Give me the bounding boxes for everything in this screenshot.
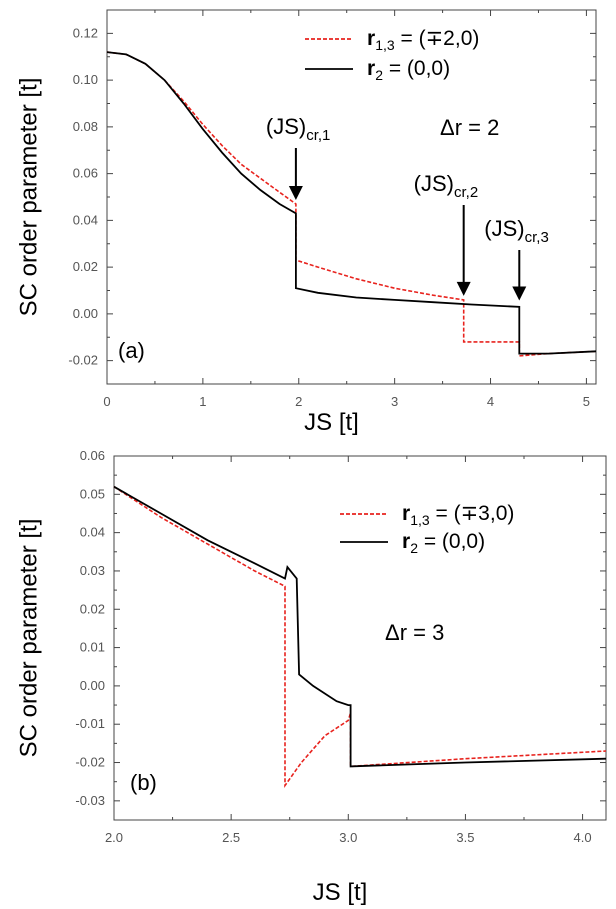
x-tick-label: 3.5 (456, 830, 474, 845)
y-tick-label: 0.02 (73, 259, 98, 274)
y-axis-title: SC order parameter [t] (15, 78, 42, 317)
y-tick-label: 0.05 (80, 486, 105, 501)
x-tick-label: 2.5 (222, 830, 240, 845)
legend-entry: r2 = (0,0) (402, 530, 485, 556)
y-axis-title: SC order parameter [t] (15, 519, 42, 758)
series-line-r2 (106, 51, 597, 355)
series-line-r13 (106, 51, 597, 357)
y-tick-label: 0.01 (80, 640, 105, 655)
chart-panel-b: -0.03 -0.02 -0.01 0.00 0.01 0.02 0.03 0.04 0.05 0… (15, 448, 607, 906)
x-tick-label: 0 (103, 394, 110, 409)
y-tick-label: 0.03 (80, 563, 105, 578)
y-tick-label: 0.06 (80, 448, 105, 463)
legend-entry: r1,3 = (∓3,0) (402, 502, 514, 528)
x-tick-label: 1 (199, 394, 206, 409)
annotation-arrow-head (288, 186, 303, 201)
y-tick-label: 0.10 (73, 72, 98, 87)
panel-label: (b) (130, 770, 157, 795)
series-line-r13 (113, 486, 607, 788)
annotation-arrow-head (456, 281, 471, 296)
y-tick-label: 0.04 (80, 525, 105, 540)
panel-label: (a) (118, 338, 145, 363)
plot-frame (113, 455, 607, 821)
x-tick-label: 3.0 (339, 830, 357, 845)
x-axis-title: JS [t] (304, 409, 359, 436)
legend-entry: r2 = (0,0) (367, 57, 450, 83)
delta-r-annotation: Δr = 2 (440, 115, 499, 140)
x-tick-label: 4 (487, 394, 494, 409)
plot-frame (106, 9, 597, 385)
legend-entry: r1,3 = (∓2,0) (367, 27, 479, 53)
delta-r-annotation: Δr = 3 (385, 620, 444, 645)
annotation-arrow-head (512, 286, 527, 301)
x-tick-label: 4.0 (574, 830, 592, 845)
y-tick-label: -0.01 (75, 716, 105, 731)
y-tick-label: 0.00 (73, 306, 98, 321)
series-line-r2 (113, 485, 607, 768)
x-tick-label: 3 (391, 394, 398, 409)
y-tick-label: 0.02 (80, 601, 105, 616)
critical-point-label: (JS)cr,1 (266, 114, 331, 144)
y-tick-label: 0.08 (73, 119, 98, 134)
x-tick-label: 2 (295, 394, 302, 409)
y-tick-label: 0.00 (80, 678, 105, 693)
x-tick-label: 5 (583, 394, 590, 409)
y-tick-label: -0.02 (75, 755, 105, 770)
y-tick-label: 0.06 (73, 166, 98, 181)
x-axis-title: JS [t] (313, 879, 368, 906)
x-tick-label: 2.0 (105, 830, 123, 845)
y-tick-label: -0.03 (75, 793, 105, 808)
critical-point-label: (JS)cr,3 (484, 216, 549, 246)
y-tick-label: 0.12 (73, 25, 98, 40)
critical-point-label: (JS)cr,2 (414, 171, 479, 201)
chart-panel-a: -0.02 0.00 0.02 0.04 0.06 0.08 0.10 0.12 0 1 2 3 4 5 S… (15, 9, 597, 436)
y-tick-label: 0.04 (73, 212, 98, 227)
y-tick-label: -0.02 (68, 353, 98, 368)
